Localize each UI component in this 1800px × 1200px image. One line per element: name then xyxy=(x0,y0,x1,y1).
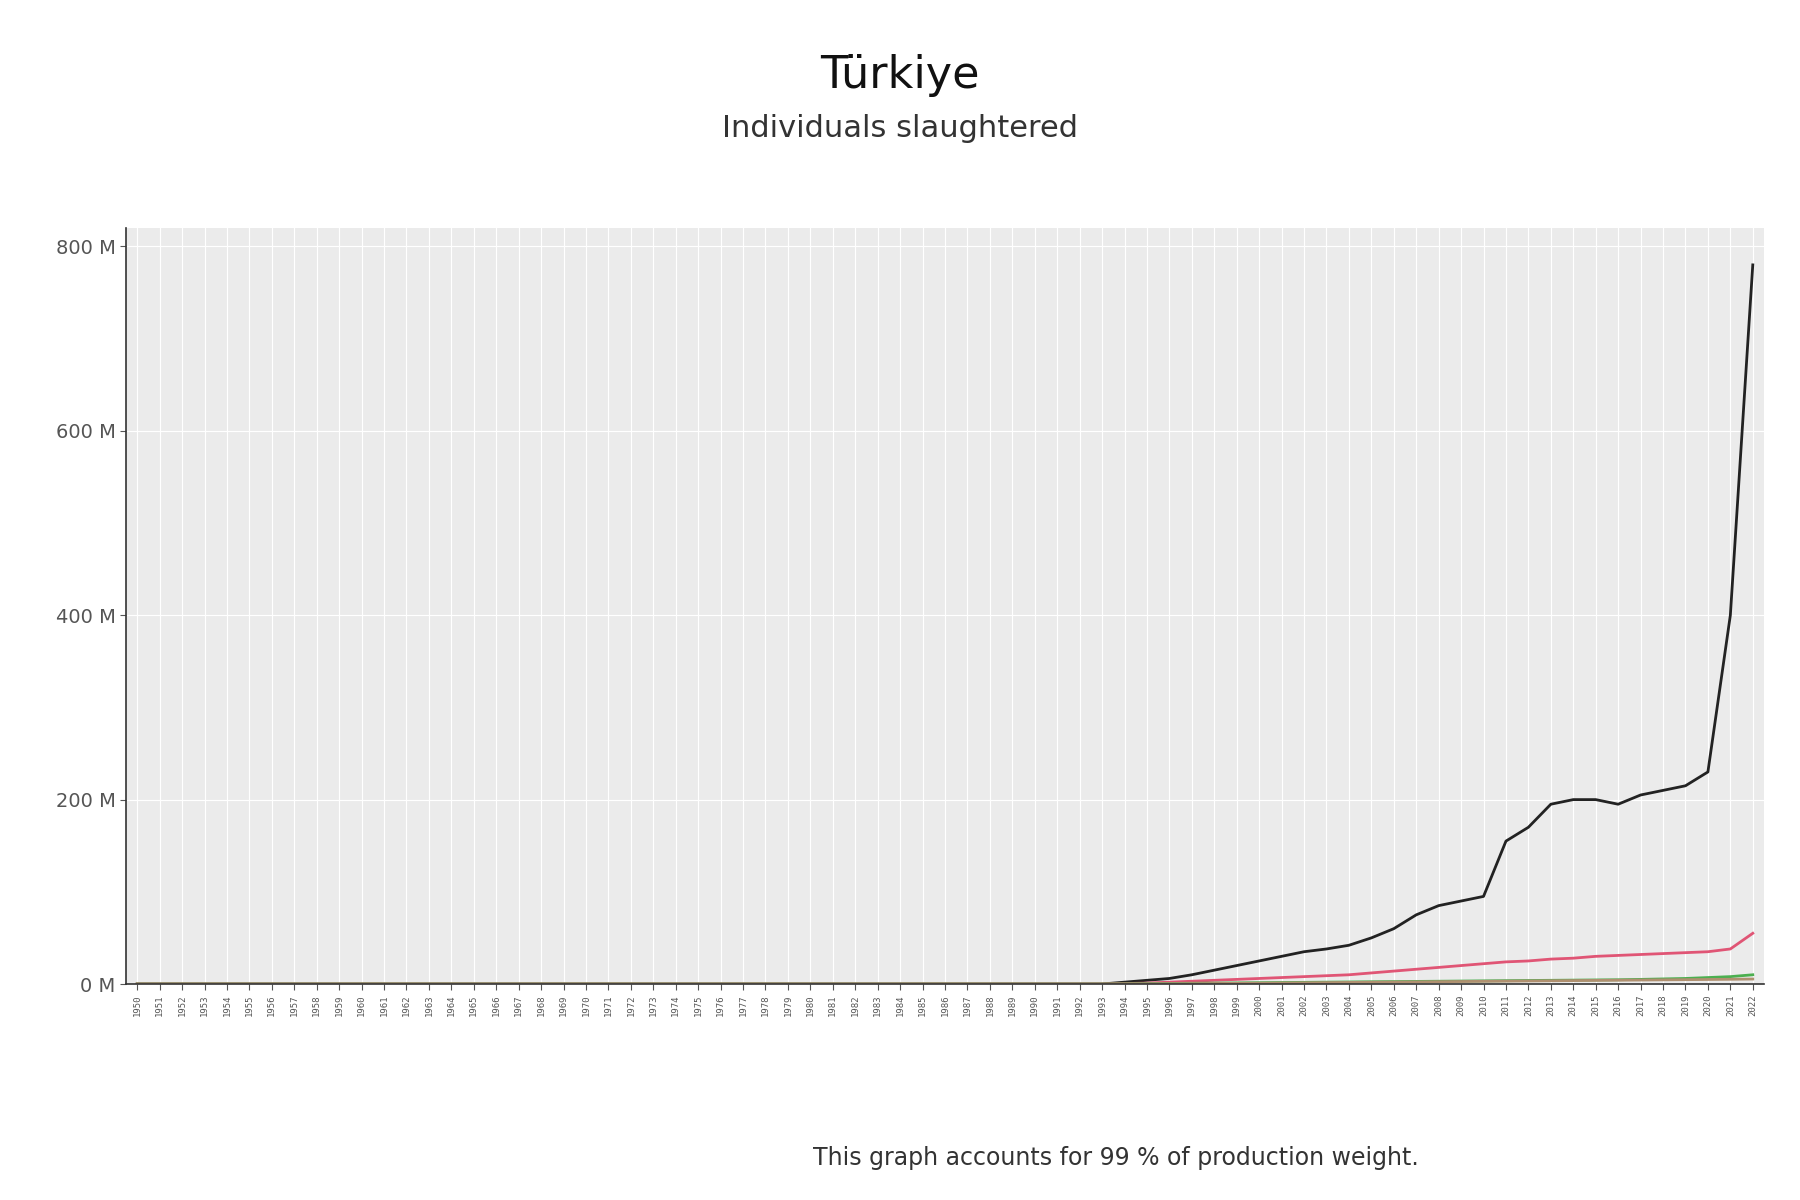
Carp xyxy=(486,977,508,991)
Salmonids xyxy=(126,977,148,991)
Other xyxy=(126,977,148,991)
Line: Bass and bream: Bass and bream xyxy=(137,265,1753,984)
Carp xyxy=(1472,973,1494,988)
Carp xyxy=(126,977,148,991)
Other xyxy=(1472,974,1494,989)
Line: Salmonids: Salmonids xyxy=(137,934,1753,984)
Salmonids xyxy=(1586,949,1607,964)
Bass and bream xyxy=(126,977,148,991)
Salmonids xyxy=(1472,956,1494,971)
Other xyxy=(664,977,686,991)
Other xyxy=(1742,972,1764,986)
Bass and bream xyxy=(1517,820,1539,834)
Carp xyxy=(934,977,956,991)
Bass and bream xyxy=(664,977,686,991)
Carp xyxy=(1517,973,1539,988)
Bass and bream xyxy=(486,977,508,991)
Salmonids xyxy=(934,977,956,991)
Carp xyxy=(1586,973,1607,988)
Text: Türkiye: Türkiye xyxy=(821,54,979,97)
Bass and bream xyxy=(1472,889,1494,904)
Other xyxy=(1517,973,1539,988)
Other xyxy=(934,977,956,991)
Line: Other: Other xyxy=(137,979,1753,984)
Salmonids xyxy=(1742,926,1764,941)
Line: Carp: Carp xyxy=(137,974,1753,984)
Salmonids xyxy=(486,977,508,991)
Other xyxy=(1586,973,1607,988)
Carp xyxy=(664,977,686,991)
Bass and bream xyxy=(1586,792,1607,806)
Bass and bream xyxy=(1742,258,1764,272)
Salmonids xyxy=(1517,954,1539,968)
Carp xyxy=(1742,967,1764,982)
Salmonids xyxy=(664,977,686,991)
Text: Individuals slaughtered: Individuals slaughtered xyxy=(722,114,1078,143)
Text: This graph accounts for 99 % of production weight.: This graph accounts for 99 % of producti… xyxy=(814,1146,1418,1170)
Other xyxy=(486,977,508,991)
Bass and bream xyxy=(934,977,956,991)
